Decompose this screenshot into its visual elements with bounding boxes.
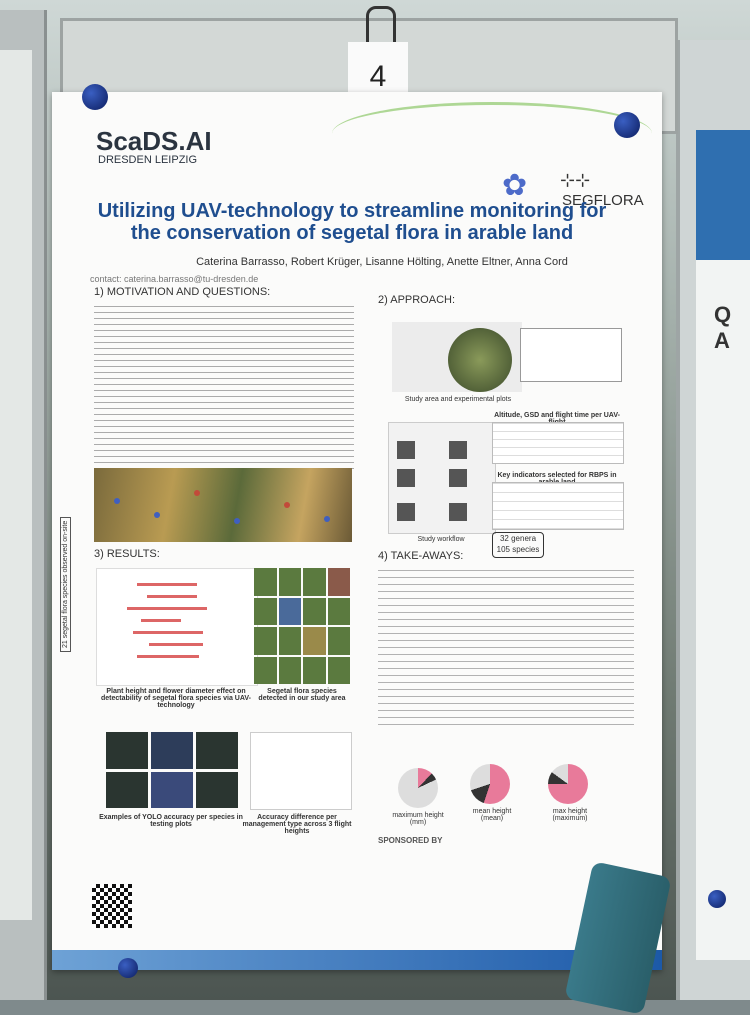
takeaways-text <box>378 570 634 730</box>
plot1-caption: Plant height and flower diameter effect … <box>100 688 252 709</box>
study-workflow-diagram <box>388 422 496 534</box>
yolo-examples <box>106 732 238 808</box>
sponsored-by: SPONSORED BY <box>378 836 443 845</box>
species-count: 105 species <box>496 545 540 554</box>
poster-contact: contact: caterina.barrasso@tu-dresden.de <box>90 274 259 284</box>
poster-title: Utilizing UAV-technology to streamline m… <box>97 200 607 244</box>
map-caption: Study area and experimental plots <box>404 396 512 403</box>
section-motivation: 1) MOTIVATION AND QUESTIONS: <box>94 286 271 298</box>
poster-authors: Caterina Barrasso, Robert Krüger, Lisann… <box>196 256 568 268</box>
map-legend <box>520 328 622 382</box>
question-1-text <box>94 420 354 446</box>
segflora-label: SEGFLORA <box>562 192 644 209</box>
pushpin-bottom-left <box>118 958 138 978</box>
plant-height-plot <box>96 568 258 686</box>
scads-logo: ScaDS.AI <box>96 126 212 156</box>
yolo-caption: Examples of YOLO accuracy per species in… <box>99 814 243 828</box>
drone-icon: ⊹⊹ <box>560 170 591 190</box>
pie3-label: max height (maximum) <box>552 808 588 822</box>
pie-chart-1 <box>398 768 438 808</box>
poster-bottom-bar <box>52 950 662 970</box>
question-2-text <box>94 450 354 470</box>
study-area-map <box>392 322 522 392</box>
grid-caption: Segetal flora species detected in our st… <box>258 688 346 702</box>
pushpin-top-right <box>614 112 640 138</box>
genera-count: 32 genera <box>499 534 537 543</box>
qr-code <box>92 884 132 928</box>
accuracy-boxplot <box>250 732 352 810</box>
species-image-grid <box>254 568 350 684</box>
pie2-label: mean height (mean) <box>472 808 512 822</box>
scads-logo-sub: DRESDEN LEIPZIG <box>98 154 198 166</box>
workflow-caption: Study workflow <box>417 536 465 543</box>
left-poster-board <box>0 10 47 1000</box>
decorative-wave <box>332 102 652 165</box>
scientific-poster: ScaDS.AI DRESDEN LEIPZIG ✿ ⊹⊹ SEGFLORA U… <box>52 92 662 970</box>
section-results: 3) RESULTS: <box>94 548 160 560</box>
pushpin-top-left <box>82 84 108 110</box>
field-photo <box>94 468 352 542</box>
pie-chart-3 <box>548 764 588 804</box>
species-observed-label: 21 segetal flora species observed on-sit… <box>60 516 71 652</box>
pie-chart-2 <box>470 764 510 804</box>
section-approach: 2) APPROACH: <box>378 294 456 306</box>
flower-icon: ✿ <box>502 169 528 202</box>
box-caption: Accuracy difference per management type … <box>242 814 352 835</box>
section-takeaways: 4) TAKE-AWAYS: <box>378 550 464 562</box>
genera-species-box: 32 genera 105 species <box>492 532 544 558</box>
motivation-text <box>94 306 354 416</box>
flight-table <box>492 422 624 464</box>
pushpin-bottom-right <box>708 890 726 908</box>
indicator-table <box>492 482 624 530</box>
pie1-label: maximum height (mm) <box>392 812 444 826</box>
